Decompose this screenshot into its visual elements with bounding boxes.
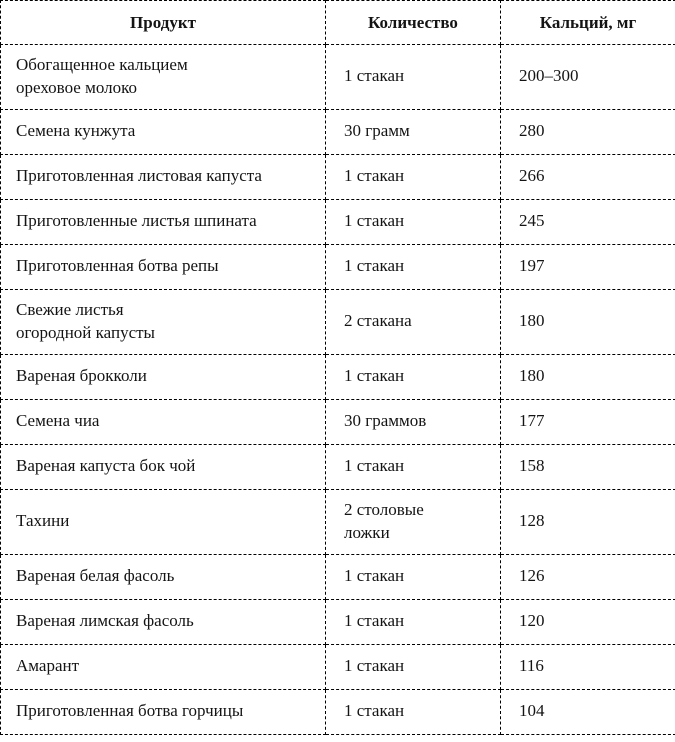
table-row: Вареная лимская фасоль 1 стакан 120 — [0, 598, 675, 645]
quantity-cell: 1 стакан — [325, 688, 501, 735]
column-header-product: Продукт — [0, 0, 326, 45]
calcium-cell: 180 — [500, 353, 675, 400]
calcium-cell: 126 — [500, 553, 675, 600]
quantity-cell: 1 стакан — [325, 243, 501, 290]
table-row: Вареная белая фасоль 1 стакан 126 — [0, 553, 675, 600]
calcium-cell: 128 — [500, 488, 675, 555]
table-row: Приготовленная листовая капуста 1 стакан… — [0, 153, 675, 200]
column-header-calcium: Кальций, мг — [500, 0, 675, 45]
table-row: Приготовленная ботва горчицы 1 стакан 10… — [0, 688, 675, 735]
calcium-cell: 266 — [500, 153, 675, 200]
table-row: Обогащенное кальцием ореховое молоко 1 с… — [0, 44, 675, 110]
table-row: Семена кунжута 30 грамм 280 — [0, 108, 675, 155]
calcium-cell: 197 — [500, 243, 675, 290]
product-cell: Амарант — [0, 643, 326, 690]
product-cell: Семена чиа — [0, 398, 326, 445]
quantity-cell: 1 стакан — [325, 443, 501, 490]
product-cell: Тахини — [0, 488, 326, 555]
quantity-cell: 1 стакан — [325, 643, 501, 690]
product-cell: Обогащенное кальцием ореховое молоко — [0, 44, 326, 110]
quantity-cell: 1 стакан — [325, 153, 501, 200]
table-row: Вареная брокколи 1 стакан 180 — [0, 353, 675, 400]
product-cell: Вареная капуста бок чой — [0, 443, 326, 490]
quantity-cell: 30 граммов — [325, 398, 501, 445]
calcium-cell: 177 — [500, 398, 675, 445]
product-cell: Приготовленная ботва репы — [0, 243, 326, 290]
product-cell: Приготовленная листовая капуста — [0, 153, 326, 200]
table-row: Семена чиа 30 граммов 177 — [0, 398, 675, 445]
product-cell: Семена кунжута — [0, 108, 326, 155]
header-row: Продукт Количество Кальций, мг — [0, 0, 675, 45]
quantity-cell: 1 стакан — [325, 198, 501, 245]
table-row: Приготовленные листья шпината 1 стакан 2… — [0, 198, 675, 245]
product-cell: Приготовленная ботва горчицы — [0, 688, 326, 735]
table-row: Амарант 1 стакан 116 — [0, 643, 675, 690]
table-header: Продукт Количество Кальций, мг — [0, 0, 675, 45]
calcium-cell: 120 — [500, 598, 675, 645]
product-cell: Вареная лимская фасоль — [0, 598, 326, 645]
table-body: Обогащенное кальцием ореховое молоко 1 с… — [0, 44, 675, 735]
quantity-cell: 1 стакан — [325, 553, 501, 600]
quantity-cell: 1 стакан — [325, 44, 501, 110]
product-cell: Вареная белая фасоль — [0, 553, 326, 600]
product-cell: Приготовленные листья шпината — [0, 198, 326, 245]
product-cell: Свежие листья огородной капусты — [0, 288, 326, 355]
quantity-cell: 30 грамм — [325, 108, 501, 155]
product-cell: Вареная брокколи — [0, 353, 326, 400]
calcium-cell: 158 — [500, 443, 675, 490]
calcium-cell: 116 — [500, 643, 675, 690]
column-header-quantity: Количество — [325, 0, 501, 45]
quantity-cell: 1 стакан — [325, 598, 501, 645]
quantity-cell: 1 стакан — [325, 353, 501, 400]
quantity-cell: 2 стакана — [325, 288, 501, 355]
calcium-cell: 280 — [500, 108, 675, 155]
table-row: Вареная капуста бок чой 1 стакан 158 — [0, 443, 675, 490]
calcium-cell: 245 — [500, 198, 675, 245]
calcium-cell: 200–300 — [500, 44, 675, 110]
quantity-cell: 2 столовые ложки — [325, 488, 501, 555]
table-row: Свежие листья огородной капусты 2 стакан… — [0, 288, 675, 355]
calcium-cell: 180 — [500, 288, 675, 355]
table-row: Приготовленная ботва репы 1 стакан 197 — [0, 243, 675, 290]
calcium-cell: 104 — [500, 688, 675, 735]
table-row: Тахини 2 столовые ложки 128 — [0, 488, 675, 555]
